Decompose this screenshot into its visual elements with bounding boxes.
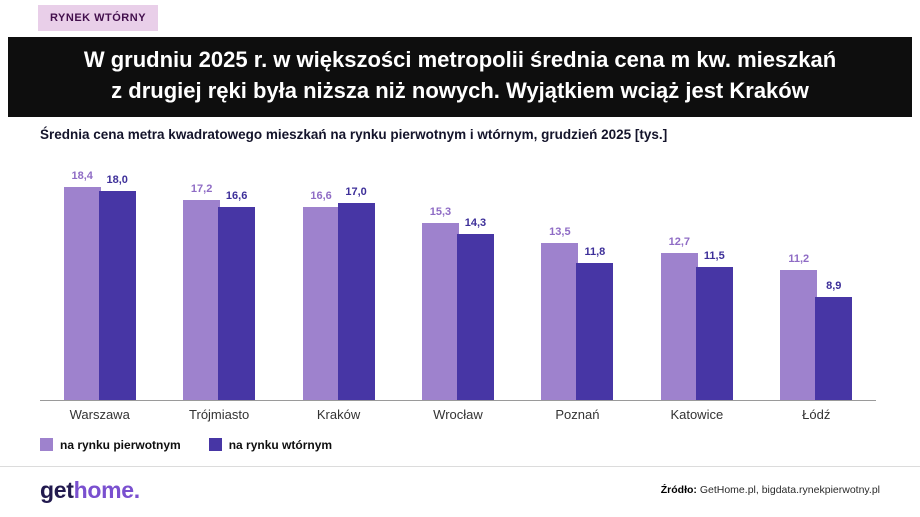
category-label: Trójmiasto bbox=[189, 406, 250, 422]
headline-line-1: W grudniu 2025 r. w większości metropoli… bbox=[83, 47, 837, 72]
logo-get: get bbox=[40, 476, 74, 503]
bar-value-label: 18,0 bbox=[106, 173, 128, 186]
bar-value-label: 11,8 bbox=[584, 245, 606, 258]
bar-secondary-market: 8,9 bbox=[815, 280, 853, 400]
category-label: Kraków bbox=[316, 406, 361, 422]
bar-primary-market: 11,2 bbox=[780, 253, 818, 400]
bar-value-label: 17,2 bbox=[190, 182, 213, 195]
bar-value-label: 11,2 bbox=[788, 252, 810, 265]
legend-item: na rynku pierwotnym bbox=[40, 438, 181, 452]
logo-home: home. bbox=[73, 476, 141, 503]
bar-value-label: 13,5 bbox=[549, 225, 571, 238]
bar-primary-market: 12,7 bbox=[660, 236, 698, 400]
category-label: Łódź bbox=[802, 406, 831, 422]
footer: gethome. Źródło: GetHome.pl, bigdata.ryn… bbox=[0, 465, 920, 504]
bar-primary-market: 13,5 bbox=[541, 226, 579, 400]
bar-group: 12,7 11,5 bbox=[637, 236, 756, 400]
source-text: GetHome.pl, bigdata.rynekpierwotny.pl bbox=[696, 484, 880, 497]
category-label: Poznań bbox=[555, 406, 600, 422]
bar-value-label: 18,4 bbox=[71, 169, 93, 182]
gethome-logo: gethome. bbox=[40, 477, 140, 504]
chart-area: 18,4 18,0 17,2 16,6 16,6 17,0 15,3 14,3 13,5 11,8… bbox=[40, 166, 876, 401]
legend-swatch bbox=[40, 438, 53, 452]
market-badge: RYNEK WTÓRNY bbox=[38, 5, 159, 31]
category-labels: Warszawa Trójmiasto Kraków Wrocław Poznań Kat… bbox=[40, 407, 876, 422]
bar-secondary-market: 18,0 bbox=[98, 174, 136, 400]
legend-item: na rynku wtórnym bbox=[208, 437, 333, 452]
legend-swatch bbox=[208, 438, 222, 452]
bar-primary-market: 17,2 bbox=[183, 183, 221, 400]
headline-line-2: z drugiej ręki była niższa niż nowych. W… bbox=[111, 77, 809, 103]
source-note: Źródło: GetHome.pl, bigdata.rynekpierwot… bbox=[661, 484, 880, 496]
category-label: Wrocław bbox=[433, 406, 483, 422]
bar-group: 13,5 11,8 bbox=[518, 226, 637, 400]
chart-title: Średnia cena metra kwadratowego mieszkań… bbox=[40, 126, 668, 142]
bar-group: 17,2 16,6 bbox=[159, 183, 278, 400]
legend: na rynku pierwotnym na rynku wtórnym bbox=[40, 438, 920, 452]
bar-secondary-market: 11,5 bbox=[695, 250, 733, 400]
bar-primary-market: 15,3 bbox=[421, 206, 459, 400]
bar-group: 18,4 18,0 bbox=[40, 170, 159, 400]
legend-label: na rynku wtórnym bbox=[228, 437, 333, 452]
headline-banner: W grudniu 2025 r. w większości metropoli… bbox=[8, 37, 912, 117]
bar-value-label: 16,6 bbox=[310, 189, 332, 202]
category-label: Katowice bbox=[670, 406, 724, 422]
bar-value-label: 11,5 bbox=[703, 249, 725, 262]
bar-value-label: 12,7 bbox=[668, 235, 691, 248]
bar-value-label: 8,9 bbox=[826, 279, 842, 292]
bar-secondary-market: 16,6 bbox=[218, 190, 256, 400]
bar-group: 11,2 8,9 bbox=[757, 253, 876, 400]
bar-value-label: 15,3 bbox=[429, 205, 452, 218]
bar-primary-market: 16,6 bbox=[302, 190, 340, 400]
bar-value-label: 17,0 bbox=[345, 185, 367, 198]
bar-group: 16,6 17,0 bbox=[279, 186, 398, 400]
bar-secondary-market: 17,0 bbox=[337, 186, 375, 400]
bar-primary-market: 18,4 bbox=[63, 170, 101, 400]
bar-value-label: 14,3 bbox=[464, 216, 487, 229]
legend-label: na rynku pierwotnym bbox=[60, 437, 181, 452]
bar-group: 15,3 14,3 bbox=[398, 206, 517, 400]
source-label: Źródło: bbox=[660, 484, 697, 497]
bar-secondary-market: 11,8 bbox=[576, 246, 614, 400]
bar-secondary-market: 14,3 bbox=[456, 217, 494, 400]
bar-value-label: 16,6 bbox=[225, 189, 248, 202]
category-label: Warszawa bbox=[69, 406, 130, 422]
